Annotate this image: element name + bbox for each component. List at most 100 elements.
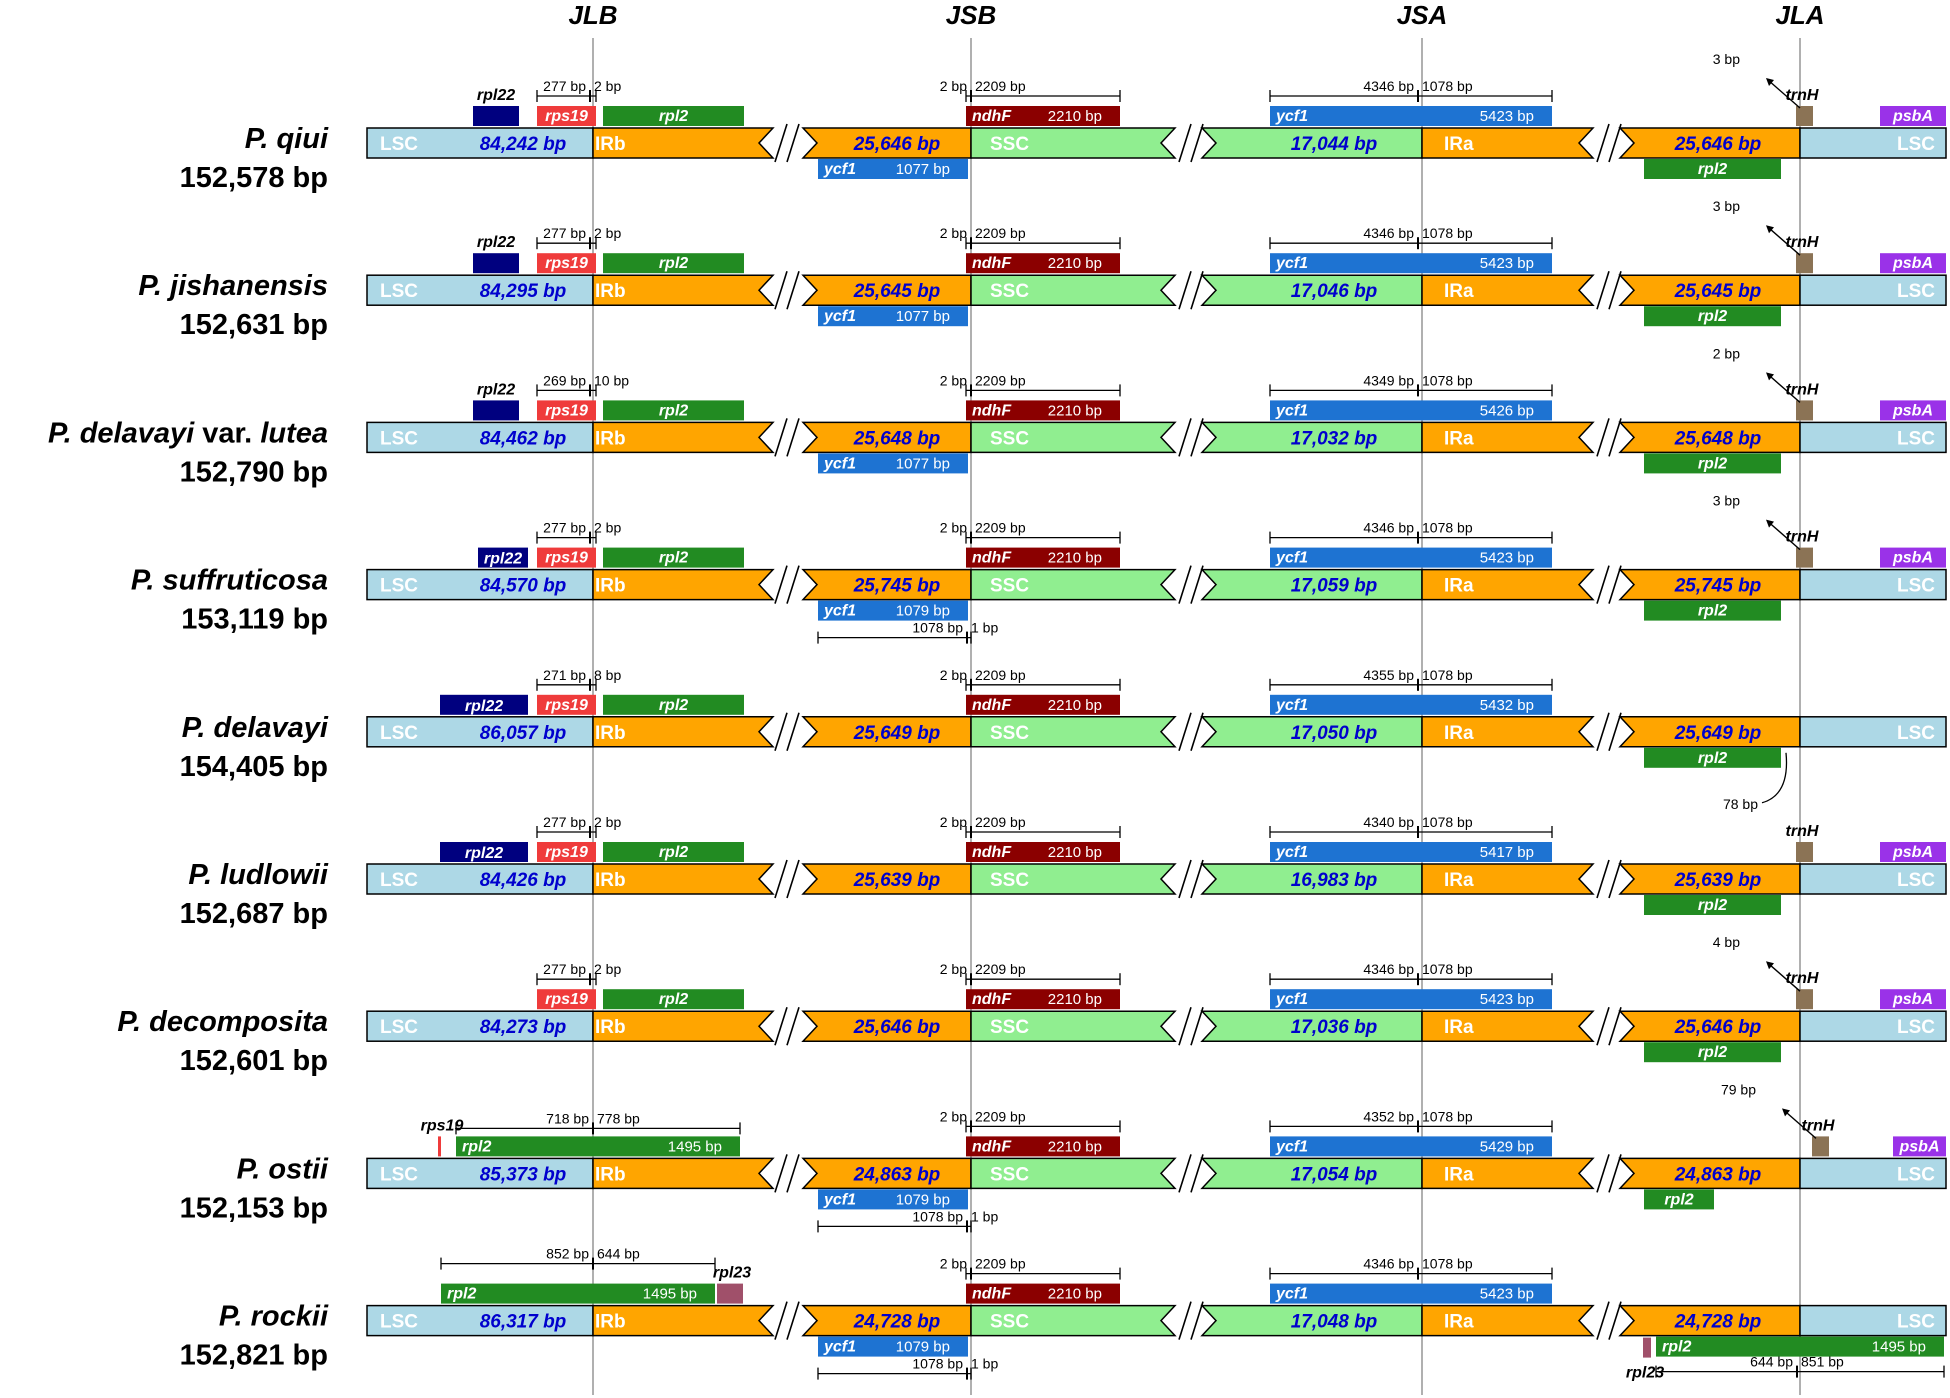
region-ssc	[970, 1010, 1177, 1042]
region-ira	[1421, 1157, 1595, 1190]
rps19-measure-right-label: 2 bp	[594, 961, 621, 977]
rpl2-ira-gene-label: rpl2	[1664, 1191, 1693, 1208]
break-mark	[774, 418, 788, 457]
break-mark	[1596, 1154, 1610, 1193]
psbA-gene	[1880, 842, 1946, 862]
region-irb-2	[801, 716, 972, 748]
rpl2-ira-gene	[1644, 747, 1781, 768]
species-row-9: P. rockii 152,821 bp LSC 86,317 bp IRb 24,728…	[180, 1246, 1947, 1382]
ycf1-gene-length: 5417 bp	[1480, 844, 1534, 861]
break-mark	[1178, 712, 1192, 752]
rps19-gene-label: rps19	[545, 844, 588, 861]
ycf1-irb-gene-length: 1079 bp	[896, 1191, 950, 1208]
rpl22-gene	[473, 253, 519, 274]
ycf1-gene-label: ycf1	[1275, 108, 1308, 125]
region-lsc	[366, 421, 594, 454]
ycf1-gene	[1270, 842, 1552, 862]
psbA-gene-label: psbA	[1892, 991, 1933, 1008]
ycf1-gene-length: 5426 bp	[1480, 402, 1534, 419]
region-size-irb: 24,728 bp	[853, 1312, 941, 1333]
region-size-ssc: 17,050 bp	[1291, 723, 1378, 744]
break-mark	[1608, 712, 1622, 752]
ycf1-irb-measure-right-label: 1 bp	[971, 1356, 998, 1372]
ndhF-gene-label: ndhF	[972, 108, 1012, 125]
rpl2-gene	[603, 694, 744, 715]
region-ira	[1421, 568, 1595, 601]
region-label-ira: IRa	[1444, 723, 1474, 744]
ycf1-gene	[1270, 1283, 1552, 1304]
ndhF-gene-length: 2210 bp	[1048, 255, 1102, 272]
ycf1-gene-length: 5423 bp	[1480, 108, 1534, 125]
species-row-7: P. decomposita 152,601 bp LSC 84,273 bp IRb 2…	[117, 934, 1947, 1077]
ycf1-measure-left-label: 4355 bp	[1363, 667, 1414, 683]
rps19-measure-left-label: 277 bp	[543, 961, 586, 977]
rpl2-gene	[441, 1283, 715, 1304]
rpl2-ira-gene	[1644, 306, 1781, 327]
rpl2-gene	[603, 842, 744, 862]
rpl22-gene	[440, 694, 528, 715]
ycf1-measure-right-label: 1078 bp	[1422, 372, 1473, 388]
region-size-ssc: 17,044 bp	[1291, 134, 1378, 155]
trnH-gene	[1796, 400, 1813, 421]
trnH-arrowhead	[1766, 78, 1774, 86]
rps19-gene	[537, 547, 596, 568]
region-label-lsc-2: LSC	[1897, 1312, 1935, 1333]
ycf1-gene	[1270, 547, 1552, 568]
ndhF-gene-length: 2210 bp	[1048, 402, 1102, 419]
psbA-gene-label: psbA	[1892, 255, 1933, 272]
region-size-ssc: 17,032 bp	[1291, 428, 1378, 449]
region-label-irb: IRb	[595, 576, 626, 597]
region-label-ssc: SSC	[990, 281, 1029, 302]
ndhF-measure-left-label: 2 bp	[940, 1108, 967, 1124]
region-ira-2	[1618, 568, 1801, 601]
psbA-gene	[1880, 989, 1946, 1010]
region-irb	[592, 127, 775, 159]
rps19-gene-label: rps19	[545, 402, 588, 419]
region-irb	[592, 568, 775, 601]
trnH-gap-label: 3 bp	[1713, 198, 1740, 214]
region-label-lsc-2: LSC	[1897, 576, 1935, 597]
ycf1-irb-gene-length: 1077 bp	[896, 308, 950, 325]
region-ira	[1421, 716, 1595, 748]
region-size-lsc: 84,462 bp	[480, 428, 567, 449]
region-irb-2	[801, 863, 972, 895]
ycf1-gene	[1270, 1136, 1552, 1157]
ndhF-gene-length: 2210 bp	[1048, 697, 1102, 714]
break-mark	[1190, 123, 1204, 163]
rpl2-ira-measure-right-label: 851 bp	[1801, 1354, 1844, 1370]
region-ira	[1421, 863, 1595, 895]
region-irb	[592, 863, 775, 895]
genome-size: 152,687 bp	[180, 898, 328, 930]
ndhF-gene	[966, 547, 1120, 568]
species-name-part: P. rockii	[219, 1301, 329, 1333]
species-name-part: P. delavayi	[182, 712, 329, 744]
ycf1-measure-left-label: 4346 bp	[1363, 78, 1414, 94]
ycf1-measure-left-label: 4346 bp	[1363, 520, 1414, 536]
region-irb	[592, 1304, 775, 1337]
rps19-measure-right-label: 2 bp	[594, 225, 621, 241]
ycf1-irb-gene-label: ycf1	[823, 1191, 856, 1208]
trnH-arrowhead	[1766, 519, 1774, 528]
region-lsc-2	[1799, 1304, 1947, 1337]
rpl22-label: rpl22	[477, 234, 515, 251]
species-row-6: P. ludlowii 152,687 bp LSC 84,426 bp IRb 25,6…	[180, 814, 1947, 930]
region-lsc-2	[1799, 568, 1947, 601]
ycf1-irb-gene	[818, 159, 968, 179]
genome-size: 153,119 bp	[181, 604, 328, 636]
rpl2-gene-label: rpl2	[659, 991, 688, 1008]
region-ira-2	[1618, 127, 1801, 159]
region-label-ira: IRa	[1444, 428, 1474, 449]
ndhF-measure-left-label: 2 bp	[940, 1256, 967, 1272]
region-lsc-2	[1799, 274, 1947, 306]
ndhF-gene-length: 2210 bp	[1048, 1286, 1102, 1303]
rps19-gene	[537, 253, 596, 274]
species-name: P. suffruticosa	[131, 565, 328, 597]
rps19-gene-label: rps19	[545, 255, 588, 272]
rps19-measure-left-label: 271 bp	[543, 667, 586, 683]
species-name-part: P. suffruticosa	[131, 565, 328, 597]
region-lsc-2	[1799, 127, 1947, 159]
species-name: P. jishanensis	[138, 270, 328, 302]
trnH-label: trnH	[1786, 87, 1819, 104]
region-irb-2	[801, 1304, 972, 1337]
break-mark	[786, 565, 800, 604]
